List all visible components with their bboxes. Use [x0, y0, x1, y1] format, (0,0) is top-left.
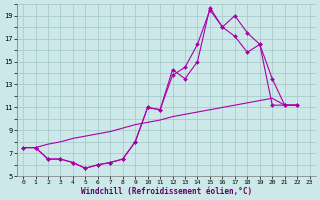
X-axis label: Windchill (Refroidissement éolien,°C): Windchill (Refroidissement éolien,°C) [81, 187, 252, 196]
